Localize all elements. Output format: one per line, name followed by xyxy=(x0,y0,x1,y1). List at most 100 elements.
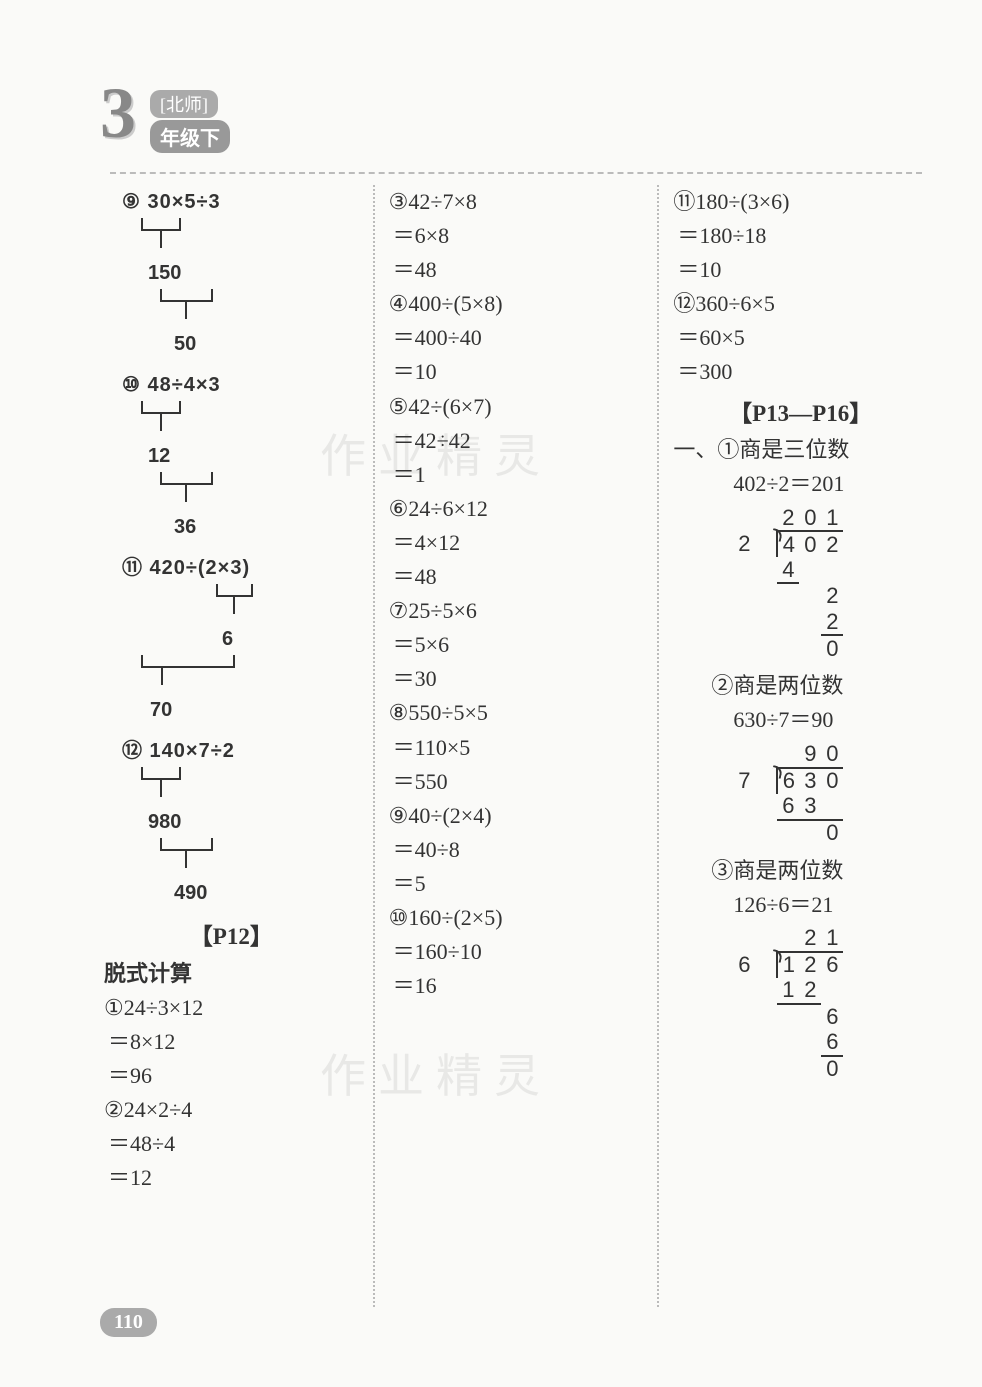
quotient-digit xyxy=(777,926,799,952)
item-desc: 一、①商是三位数 xyxy=(673,433,928,467)
work-digit xyxy=(799,557,821,583)
tree-bracket-icon xyxy=(122,289,242,329)
quotient-digit: 9 xyxy=(799,742,821,768)
tree-step1: 150 xyxy=(148,258,359,289)
problem-line: 180÷(3×6) xyxy=(695,189,789,214)
dividend-digit: 3 xyxy=(799,768,821,794)
problem-line: 360÷6×5 xyxy=(695,291,774,316)
work-digit xyxy=(777,820,799,846)
problem-line: ＝12 xyxy=(108,1161,359,1195)
quotient-digit: 0 xyxy=(799,505,821,531)
long-division: 20124024220 xyxy=(733,505,928,661)
problem-line: ＝8×12 xyxy=(108,1025,359,1059)
work-digit: 3 xyxy=(799,794,821,820)
problem-line: ＝300 xyxy=(677,355,928,389)
work-digit xyxy=(777,1004,799,1030)
problem: ①24÷3×12 xyxy=(104,991,359,1025)
problem-line: 42÷(6×7) xyxy=(408,394,491,419)
calc-tree: ⑩ 48÷4×3 12 36 xyxy=(122,370,359,543)
quotient-digit: 1 xyxy=(821,505,843,531)
problem-num: ⑪ xyxy=(673,189,695,214)
problem-line: ＝96 xyxy=(108,1059,359,1093)
problem-num: ⑩ xyxy=(389,905,409,930)
problem-line: 40÷(2×4) xyxy=(408,803,491,828)
problem: ⑫360÷6×5 xyxy=(673,287,928,321)
problem-num: ④ xyxy=(389,291,409,316)
problem-line: 24÷3×12 xyxy=(124,995,203,1020)
tree-bracket-icon xyxy=(122,218,242,258)
problem: ③42÷7×8 xyxy=(389,185,644,219)
page: 3 [北师] 年级下 作业精灵 作业精灵 ⑨ 30×5÷3 150 50 ⑩ 4… xyxy=(0,0,982,1387)
badge-tag: [北师] xyxy=(150,90,218,118)
tree-step2: 490 xyxy=(174,878,359,909)
work-digit: 4 xyxy=(777,557,799,583)
work-digit: 2 xyxy=(821,609,843,635)
problem: ②24×2÷4 xyxy=(104,1093,359,1127)
problem: ⑪180÷(3×6) xyxy=(673,185,928,219)
problem-line: ＝48 xyxy=(393,253,644,287)
problem-line: ＝5 xyxy=(393,867,644,901)
problem: ⑩160÷(2×5) xyxy=(389,901,644,935)
tree-expression: ⑩ 48÷4×3 xyxy=(122,370,359,401)
tree-expression: ⑨ 30×5÷3 xyxy=(122,187,359,218)
problem-num: ⑫ xyxy=(673,291,695,316)
calc-tree: ⑫ 140×7÷2 980 490 xyxy=(122,736,359,909)
problem-line: 24×2÷4 xyxy=(124,1097,192,1122)
problem-line: ＝4×12 xyxy=(393,526,644,560)
problem-line: ＝6×8 xyxy=(393,219,644,253)
tree-expression: ⑫ 140×7÷2 xyxy=(122,736,359,767)
problem-line: 160÷(2×5) xyxy=(408,905,502,930)
tree-bracket-icon xyxy=(122,472,242,512)
work-digit: 6 xyxy=(821,1030,843,1056)
dividend-digit: 2 xyxy=(799,952,821,978)
problem-num: ⑦ xyxy=(389,598,409,623)
work-digit xyxy=(777,1056,799,1082)
work-digit: 0 xyxy=(821,635,843,661)
problem-line: ＝16 xyxy=(393,969,644,1003)
work-digit: 2 xyxy=(799,978,821,1004)
item-desc: ②商是两位数 xyxy=(711,669,928,703)
problem-line: ＝40÷8 xyxy=(393,833,644,867)
dividend-digit: 2 xyxy=(821,531,843,557)
quotient-digit: 0 xyxy=(821,742,843,768)
problem-line: ＝110×5 xyxy=(393,731,644,765)
problem-num: ③ xyxy=(389,189,409,214)
tree-step2: 50 xyxy=(174,329,359,360)
work-digit xyxy=(799,1056,821,1082)
calc-tree: ⑪ 420÷(2×3) 6 70 xyxy=(122,553,359,726)
work-digit xyxy=(799,1030,821,1056)
work-digit: 0 xyxy=(821,1056,843,1082)
problem-line: ＝180÷18 xyxy=(677,219,928,253)
columns: ⑨ 30×5÷3 150 50 ⑩ 48÷4×3 12 36 ⑪ 420÷(2×… xyxy=(90,185,942,1307)
item-desc: ③商是两位数 xyxy=(711,854,928,888)
problem: ⑧550÷5×5 xyxy=(389,696,644,730)
work-digit xyxy=(799,635,821,661)
divisor: 6 xyxy=(733,952,755,978)
item-equation: 630÷7＝90 xyxy=(733,703,928,737)
long-division: 907630630 xyxy=(733,742,928,846)
item-equation: 126÷6＝21 xyxy=(733,888,928,922)
problem-line: 25÷5×6 xyxy=(408,598,476,623)
problem-num: ⑤ xyxy=(389,394,409,419)
section-header: 【P13—P16】 xyxy=(673,396,928,432)
work-digit xyxy=(799,1004,821,1030)
problem-line: ＝30 xyxy=(393,662,644,696)
problem-line: ＝10 xyxy=(677,253,928,287)
tree-step2: 36 xyxy=(174,512,359,543)
calc-tree: ⑨ 30×5÷3 150 50 xyxy=(122,187,359,360)
problem: ⑤42÷(6×7) xyxy=(389,390,644,424)
long-division: 21612612660 xyxy=(733,926,928,1082)
work-digit: 6 xyxy=(777,794,799,820)
problem-line: ＝1 xyxy=(393,458,644,492)
page-number: 110 xyxy=(100,1308,157,1337)
badge-number: 3 xyxy=(100,72,136,155)
problem-num: ② xyxy=(104,1097,124,1122)
tree-expression: ⑪ 420÷(2×3) xyxy=(122,553,359,584)
work-digit xyxy=(821,978,843,1004)
divisor: 7 xyxy=(733,768,755,794)
problem-num: ⑧ xyxy=(389,700,409,725)
problem-line: 24÷6×12 xyxy=(408,496,487,521)
header-dashed-line xyxy=(110,172,922,174)
problem-line: 42÷7×8 xyxy=(408,189,476,214)
work-digit: 2 xyxy=(821,583,843,609)
